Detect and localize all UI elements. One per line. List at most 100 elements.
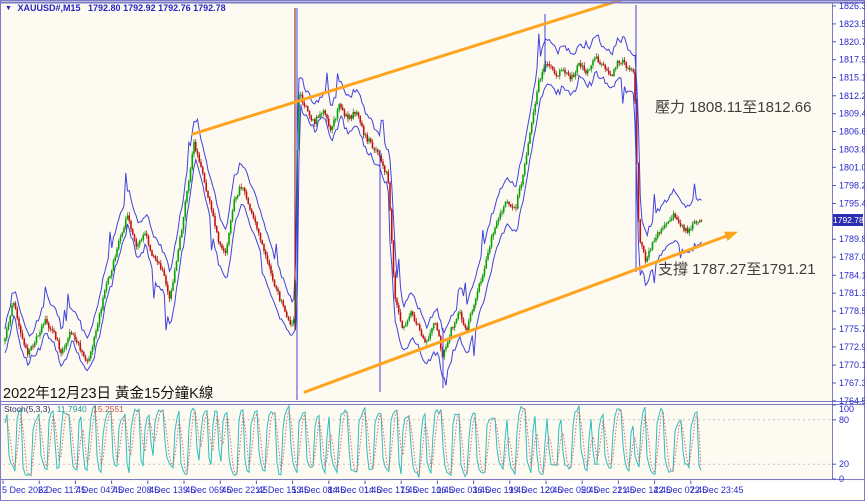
candle-body: [102, 298, 104, 310]
candle-body: [488, 247, 491, 253]
candle-body: [502, 206, 505, 212]
candle-body: [284, 305, 286, 312]
candle-body: [116, 248, 118, 257]
candle-body: [499, 213, 502, 219]
candle-body: [257, 228, 260, 233]
collapse-chart-icon[interactable]: ▼: [5, 5, 12, 12]
price-axis-label: 1809.45: [839, 109, 865, 119]
candle-body: [459, 312, 461, 314]
candle-body: [343, 109, 346, 117]
candle-body: [175, 261, 178, 271]
candle-body: [58, 340, 61, 350]
candle-body: [380, 155, 383, 162]
candle-body: [427, 338, 430, 341]
candle-body: [560, 70, 563, 72]
candle-body: [145, 233, 148, 236]
candle-body: [397, 305, 400, 313]
candle-body: [12, 303, 15, 306]
candle-body: [480, 281, 482, 284]
candle-body: [670, 218, 673, 221]
candle-body: [683, 225, 685, 231]
candle-body: [91, 346, 94, 352]
candle-body: [33, 342, 36, 347]
candle-body: [648, 250, 650, 258]
candle-body: [632, 69, 635, 72]
candle-body: [574, 72, 577, 77]
candle-body: [222, 248, 225, 252]
candle-body: [154, 256, 157, 260]
candle-body: [469, 313, 472, 322]
candle-body: [565, 72, 568, 74]
candle-body: [543, 68, 545, 73]
candle-body: [674, 213, 677, 218]
candle-body: [390, 209, 393, 241]
band-gap-spikes: [294, 5, 637, 400]
candle-body: [541, 72, 544, 80]
candle-body: [467, 321, 470, 332]
candle-body: [394, 274, 397, 299]
candle-body: [476, 291, 479, 299]
candle-body: [660, 229, 663, 234]
candle-body: [186, 191, 188, 202]
candle-body: [207, 191, 209, 198]
price-axis[interactable]: 1826.30 1823.50 1820.70 1817.90 1815.10 1812.…: [832, 1, 865, 406]
resistance-annotation[interactable]: 壓力 1808.11至1812.66: [655, 99, 812, 116]
candle-body: [471, 311, 474, 314]
candle-body: [618, 61, 621, 63]
time-axis-background[interactable]: [1, 481, 864, 500]
candle-body: [359, 116, 362, 123]
candle-body: [403, 326, 405, 328]
resistance-trendline[interactable]: [191, 0, 626, 136]
price-axis-label: 1778.55: [839, 306, 865, 316]
candle-body: [532, 112, 535, 123]
support-annotation[interactable]: 支撐 1787.27至1791.21: [658, 261, 816, 278]
candle-body: [196, 151, 199, 155]
candle-body: [586, 70, 589, 74]
candle-body: [256, 221, 258, 229]
candle-body: [336, 109, 339, 119]
candle-body: [364, 134, 367, 136]
candle-body: [331, 126, 334, 131]
candle-body: [593, 58, 596, 61]
candle-body: [65, 343, 68, 348]
date-caption-annotation[interactable]: 2022年12月23日 黃金15分鐘K線: [3, 386, 214, 402]
candle-body: [189, 169, 192, 182]
candle-body: [226, 244, 229, 253]
candle-body: [40, 325, 43, 333]
price-axis-label: 1817.90: [839, 55, 865, 65]
candle-body: [583, 65, 586, 71]
candle-body: [18, 318, 20, 326]
candle-body: [382, 161, 384, 166]
candle-body: [450, 327, 453, 338]
candle-body: [140, 239, 143, 241]
candle-body: [452, 327, 454, 329]
candle-body: [546, 64, 549, 66]
candle-body: [152, 255, 155, 257]
candle-body: [641, 242, 643, 246]
candle-body: [429, 332, 432, 339]
support-trendline[interactable]: [303, 232, 734, 394]
candle-body: [357, 112, 360, 117]
stoch-name-label: Stoch(5,3,3): [4, 404, 51, 414]
candle-body: [19, 325, 22, 334]
candle-body: [46, 319, 48, 324]
candle-body: [366, 134, 369, 142]
time-axis-label: 13 Dec 08:45: [292, 485, 346, 495]
candle-body: [523, 164, 526, 175]
candle-body: [268, 261, 271, 266]
candle-body: [434, 323, 437, 325]
candle-body: [655, 237, 657, 241]
price-axis-background[interactable]: [833, 2, 864, 480]
candle-body: [112, 260, 115, 271]
candle-body: [327, 118, 330, 126]
candle-body: [373, 148, 376, 150]
candle-body: [149, 244, 152, 251]
candle-body: [103, 290, 106, 299]
candle-body: [501, 211, 503, 214]
candle-body: [446, 342, 449, 348]
candle-body: [82, 351, 85, 357]
stochastic-indicator-label: Stoch(5,3,3) 11.7940 15.2551: [4, 404, 124, 414]
candle-body: [677, 219, 680, 223]
